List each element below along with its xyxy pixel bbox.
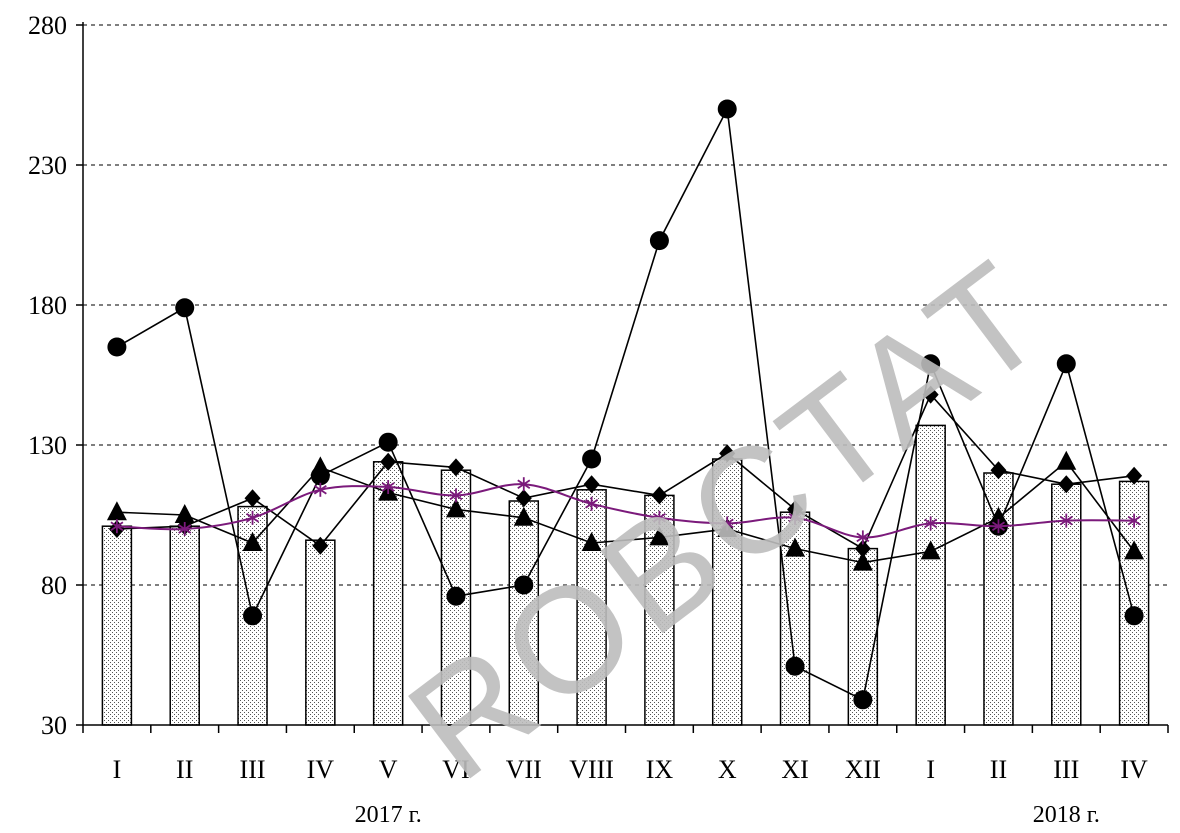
point-triangle [581, 532, 602, 551]
point-diamond [922, 385, 939, 404]
point-diamond [787, 500, 804, 519]
point-asterisk [1127, 513, 1141, 528]
x-tick-label: I [926, 755, 935, 784]
x-tick-label: II [176, 755, 193, 784]
point-diamond [719, 444, 736, 463]
point-diamond [447, 458, 464, 477]
point-diamond [651, 486, 668, 505]
point-asterisk [313, 482, 327, 497]
y-tick-label: 280 [28, 11, 67, 40]
point-diamond [312, 536, 329, 555]
point-circle [514, 575, 534, 595]
point-circle [446, 586, 466, 606]
point-circle [1056, 354, 1076, 374]
point-triangle [242, 532, 263, 551]
point-circle [1124, 606, 1144, 626]
point-asterisk [381, 480, 395, 494]
x-tick-label: IX [646, 755, 674, 784]
y-tick-label: 180 [28, 291, 67, 320]
point-circle [175, 298, 195, 318]
x-tick-label: VIII [569, 755, 614, 784]
point-asterisk [178, 522, 192, 536]
bar [101, 525, 133, 726]
year-label: 2018 г. [1033, 802, 1100, 828]
point-triangle [1124, 540, 1145, 560]
series-line-triangle [116, 460, 1135, 564]
bar [576, 489, 607, 726]
y-tick-label: 30 [41, 711, 67, 740]
x-tick-label: II [990, 755, 1007, 784]
point-circle [649, 231, 669, 251]
x-tick-label: IV [1120, 755, 1148, 784]
bar [305, 539, 336, 726]
point-asterisk [246, 510, 260, 525]
y-tick-labels: 30 80 130 180 230 280 [28, 11, 67, 740]
x-tick-labels: I II III IV V VI VII VIII IX X XI XII I II III IV [113, 755, 1148, 784]
point-circle [785, 656, 805, 676]
point-asterisk [991, 519, 1005, 534]
x-tick-label: III [1053, 755, 1079, 784]
y-tick-label: 130 [28, 431, 67, 460]
point-triangle [649, 526, 670, 546]
point-asterisk [449, 488, 463, 503]
point-asterisk [110, 519, 124, 534]
point-triangle [513, 506, 534, 526]
point-asterisk [788, 510, 802, 525]
x-tick-label: X [718, 755, 737, 784]
lines-layer [106, 99, 1145, 710]
point-circle [582, 449, 602, 469]
point-diamond [1058, 475, 1075, 494]
x-tick-label: I [113, 755, 122, 784]
year-label: 2017 г. [355, 802, 422, 828]
y-tick-label: 80 [41, 571, 67, 600]
x-tick-label: XII [845, 755, 881, 784]
point-circle [853, 690, 873, 710]
point-asterisk [1059, 513, 1073, 528]
bar [915, 424, 946, 726]
point-diamond [244, 489, 261, 508]
x-tick-label: XI [781, 755, 808, 784]
point-triangle [106, 501, 127, 521]
point-triangle [988, 506, 1009, 526]
point-triangle [445, 498, 466, 518]
point-asterisk [652, 510, 666, 525]
point-diamond [990, 461, 1007, 480]
x-tick-label: V [379, 755, 398, 784]
point-triangle [785, 537, 806, 557]
point-circle [378, 432, 398, 452]
series-line-diamond [116, 393, 1135, 550]
x-tick-label: III [240, 755, 266, 784]
point-triangle [852, 551, 873, 571]
point-diamond [515, 489, 532, 508]
year-labels: 2017 г. 2018 г. [355, 802, 1100, 828]
point-triangle [1056, 450, 1077, 470]
point-triangle [310, 456, 331, 476]
x-tick-label: VII [506, 755, 542, 784]
point-asterisk [585, 496, 599, 511]
y-tick-label: 230 [28, 151, 67, 180]
point-asterisk [924, 516, 938, 531]
point-asterisk [517, 477, 531, 492]
bar [169, 525, 200, 726]
point-asterisk [856, 530, 870, 545]
point-triangle [174, 504, 195, 523]
x-tick-label: IV [307, 755, 335, 784]
point-diamond [380, 452, 397, 471]
point-diamond [1126, 466, 1143, 485]
x-tick-label: VI [442, 755, 469, 784]
axes-layer [76, 22, 1169, 733]
point-diamond [854, 539, 871, 558]
point-circle [921, 354, 941, 374]
point-circle [107, 337, 127, 357]
point-circle [717, 99, 737, 119]
point-diamond [583, 475, 600, 494]
series-line-circle [116, 106, 1135, 701]
bar [508, 500, 540, 726]
point-triangle [920, 540, 941, 560]
point-asterisk [720, 516, 734, 531]
series-line-asterisk [116, 483, 1135, 539]
point-circle [243, 606, 263, 626]
